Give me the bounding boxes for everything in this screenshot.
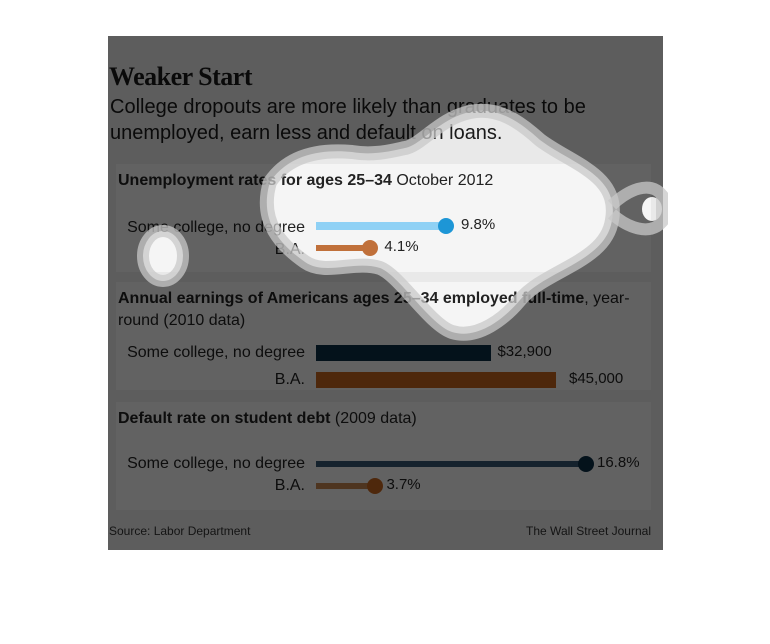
bar-some-college: [316, 461, 586, 467]
chart-subtitle: College dropouts are more likely than gr…: [110, 96, 586, 144]
panel-title-bold: Default rate on student debt: [118, 410, 331, 427]
default-rate-panel: Default rate on student debt (2009 data)…: [116, 402, 651, 510]
panel-title: Default rate on student debt (2009 data): [118, 408, 643, 430]
unemployment-panel: Unemployment rates for ages 25–34 Octobe…: [116, 164, 651, 272]
dot-ba: [362, 240, 379, 256]
value-label-ba: 3.7%: [386, 476, 421, 493]
panel-title-rest: October 2012: [391, 172, 494, 189]
dot-some-college: [578, 456, 594, 472]
panel-title-bold: Annual earnings of Americans ages 25–34 …: [118, 290, 585, 307]
value-label-some-college: 16.8%: [597, 454, 640, 471]
earnings-panel: Annual earnings of Americans ages 25–34 …: [116, 282, 651, 390]
publisher-credit: The Wall Street Journal: [526, 524, 651, 538]
row-label-some-college: Some college, no degree: [127, 344, 305, 361]
source-note: Source: Labor Department: [109, 524, 251, 538]
panel-title: Unemployment rates for ages 25–34 Octobe…: [118, 170, 643, 192]
row-label-some-college: Some college, no degree: [127, 455, 305, 472]
bar-ba: [316, 372, 556, 388]
bar-some-college: [316, 345, 492, 361]
panel-title-bold: Unemployment rates for ages 25–34: [118, 172, 392, 189]
dot-some-college: [438, 218, 454, 234]
value-label-some-college: 9.8%: [461, 216, 496, 233]
row-label-ba: B.A.: [274, 477, 305, 494]
panel-title-rest: (2009 data): [330, 410, 417, 427]
dot-ba: [367, 478, 384, 494]
row-label-ba: B.A.: [274, 371, 305, 388]
value-label-ba: $45,000: [569, 370, 624, 387]
chart-card: Weaker Start College dropouts are more l…: [108, 36, 663, 550]
value-label-some-college: $32,900: [497, 343, 552, 360]
row-label-some-college: Some college, no degree: [127, 219, 305, 236]
row-label-ba: B.A.: [274, 241, 305, 258]
bar-some-college: [316, 222, 446, 230]
panel-title: Annual earnings of Americans ages 25–34 …: [118, 288, 643, 332]
chart-title: Weaker Start: [109, 62, 253, 91]
value-label-ba: 4.1%: [384, 238, 419, 255]
